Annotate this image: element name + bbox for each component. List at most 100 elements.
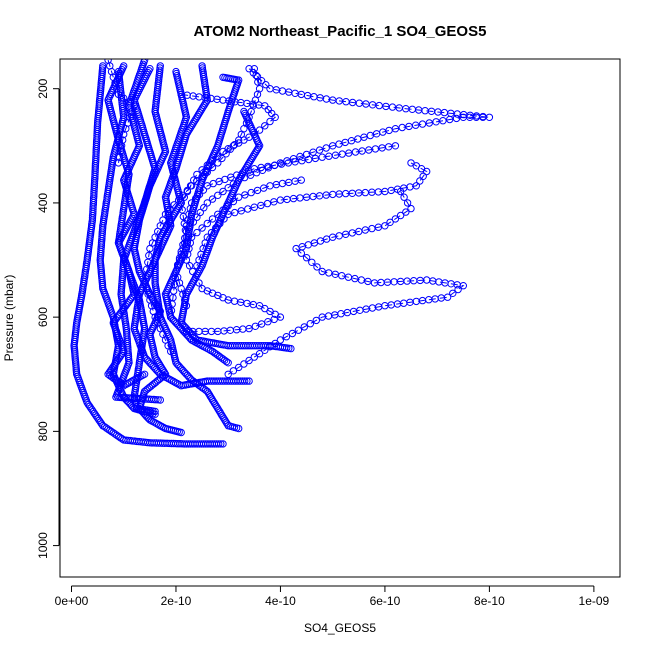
data-point <box>205 345 213 353</box>
data-point <box>276 313 285 321</box>
data-point <box>338 272 346 280</box>
data-point <box>255 350 264 358</box>
data-point <box>203 96 212 104</box>
data-point <box>143 265 151 273</box>
data-point <box>364 277 372 286</box>
data-point <box>203 161 212 169</box>
data-point <box>212 224 220 232</box>
data-point <box>335 140 343 148</box>
data-point <box>302 254 311 262</box>
data-point <box>262 81 270 89</box>
data-point <box>202 98 210 106</box>
data-point <box>178 206 186 214</box>
data-point <box>419 172 427 181</box>
data-point <box>185 262 194 270</box>
x-tick-label: 6e-10 <box>370 594 401 608</box>
data-point <box>266 182 274 190</box>
data-point <box>253 145 262 154</box>
data-point <box>235 424 243 433</box>
data-point <box>284 159 292 167</box>
data-point <box>449 289 457 297</box>
data-point <box>276 196 285 204</box>
data-point <box>187 123 195 131</box>
data-point <box>160 372 168 380</box>
data-point <box>120 130 128 139</box>
data-point <box>250 203 259 211</box>
data-point <box>142 272 150 280</box>
data-point <box>194 110 203 119</box>
data-point <box>329 142 337 150</box>
data-point <box>255 142 264 150</box>
data-point <box>114 159 123 167</box>
data-point <box>398 123 406 132</box>
data-point <box>418 120 427 128</box>
data-point <box>154 396 162 404</box>
data-point <box>251 322 260 330</box>
data-point <box>252 169 261 177</box>
data-point <box>288 329 297 338</box>
data-point <box>246 158 254 166</box>
data-point <box>261 346 269 354</box>
data-point <box>117 142 126 150</box>
data-point <box>402 208 410 216</box>
data-point <box>170 201 178 209</box>
data-point <box>229 367 238 375</box>
data-point <box>412 121 420 129</box>
data-point <box>244 205 252 213</box>
data-point <box>214 191 222 200</box>
data-point <box>241 191 249 199</box>
data-point <box>425 119 433 127</box>
data-point <box>257 77 266 85</box>
profile-series-9 <box>112 65 165 404</box>
data-point <box>183 187 192 196</box>
data-point <box>250 65 259 73</box>
data-point <box>354 135 362 143</box>
data-point <box>407 204 415 213</box>
y-tick-label: 200 <box>36 78 50 98</box>
data-point <box>248 154 256 163</box>
data-point <box>400 193 408 201</box>
data-point <box>214 152 222 160</box>
data-point <box>208 195 217 203</box>
data-point <box>219 440 227 448</box>
data-point <box>423 167 431 176</box>
data-point <box>297 249 305 257</box>
data-point <box>190 118 198 126</box>
data-point <box>252 71 260 80</box>
data-point <box>271 113 279 122</box>
data-point <box>169 211 178 220</box>
data-point <box>207 228 216 237</box>
data-point <box>218 154 226 163</box>
data-point <box>247 156 255 164</box>
data-point <box>220 215 228 223</box>
data-point <box>230 141 239 149</box>
data-point <box>214 210 222 219</box>
data-point <box>270 198 278 206</box>
data-point <box>167 313 175 321</box>
data-point <box>219 187 227 196</box>
data-point <box>309 148 317 156</box>
data-point <box>244 160 253 168</box>
data-point <box>416 177 424 185</box>
data-point <box>166 375 174 384</box>
data-point <box>156 396 165 404</box>
profile-series-17 <box>182 176 305 336</box>
data-point <box>115 153 124 161</box>
data-point <box>182 256 191 264</box>
data-point <box>316 237 325 245</box>
data-point <box>189 119 197 128</box>
data-point <box>243 377 251 385</box>
data-point <box>264 162 272 171</box>
profile-series-16 <box>224 187 467 378</box>
data-point <box>146 244 154 253</box>
data-point <box>432 118 440 126</box>
data-point <box>185 284 194 293</box>
data-point <box>224 210 232 219</box>
data-point <box>186 125 194 133</box>
data-point <box>308 258 316 266</box>
axes: 0e+00 2e-10 4e-10 6e-10 8e-10 1e-09 200 400 600 8… <box>36 78 610 608</box>
data-point <box>167 347 175 356</box>
data-point <box>245 356 253 365</box>
data-point <box>144 258 152 266</box>
data-point <box>302 150 311 159</box>
